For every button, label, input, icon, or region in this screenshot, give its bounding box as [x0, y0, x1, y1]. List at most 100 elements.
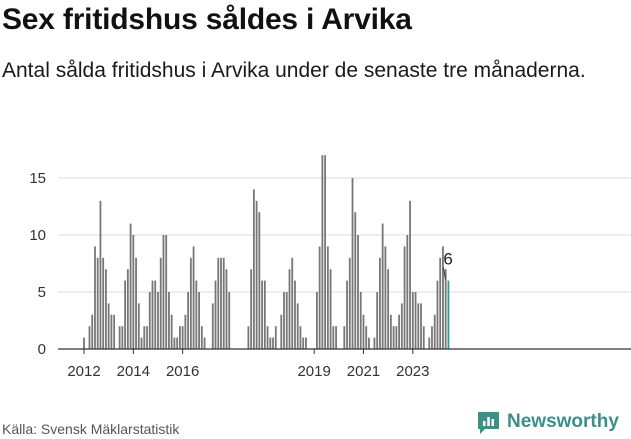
- bar: [387, 269, 390, 349]
- bar: [294, 280, 296, 349]
- bar: [214, 280, 217, 349]
- bar: [184, 314, 187, 349]
- bar: [376, 292, 379, 349]
- bar: [417, 303, 420, 349]
- bar: [135, 257, 137, 349]
- bar: [200, 326, 203, 349]
- bar: [105, 269, 107, 349]
- bar: [255, 200, 258, 349]
- bar: [318, 246, 321, 349]
- gridlines: [58, 177, 631, 293]
- bar: [329, 269, 332, 349]
- bar: [91, 314, 94, 349]
- chart-subtitle: Antal sålda fritidshus i Arvika under de…: [2, 59, 586, 82]
- bar: [83, 337, 85, 349]
- bar: [414, 292, 417, 349]
- bar: [422, 326, 425, 349]
- x-tick-label: 2021: [347, 363, 380, 380]
- y-tick-label: 15: [29, 170, 46, 187]
- bar: [343, 326, 346, 349]
- bar: [439, 257, 442, 349]
- x-tick-label: 2023: [396, 363, 429, 380]
- bar: [263, 280, 266, 349]
- bar: [187, 292, 190, 349]
- bar: [316, 292, 318, 349]
- bar: [252, 189, 255, 349]
- x-tick-label: 2012: [67, 363, 100, 380]
- bar: [94, 246, 96, 349]
- bar: [373, 337, 376, 349]
- bar: [389, 314, 392, 349]
- bar: [157, 292, 159, 349]
- bar: [121, 326, 124, 349]
- bar: [124, 280, 126, 349]
- bar: [126, 269, 129, 349]
- bar: [348, 257, 351, 349]
- bar: [269, 337, 272, 349]
- bar: [384, 246, 387, 349]
- bar: [192, 246, 195, 349]
- bar: [107, 303, 110, 349]
- brand-name: Newsworthy: [507, 411, 619, 432]
- bar: [258, 212, 261, 349]
- bar: [99, 200, 102, 349]
- bar: [442, 246, 444, 349]
- bar: [162, 235, 165, 349]
- bar: [247, 326, 250, 349]
- bar: [433, 314, 436, 349]
- bar: [291, 257, 294, 349]
- brand-logo[interactable]: Newsworthy: [476, 407, 619, 437]
- bar: [354, 212, 357, 349]
- y-tick-label: 0: [38, 341, 46, 358]
- bar: [222, 257, 225, 349]
- bar: [110, 314, 113, 349]
- bar: [225, 269, 228, 349]
- x-tick-label: 2019: [297, 363, 330, 380]
- bar: [176, 337, 179, 349]
- chart-title: Sex fritidshus såldes i Arvika: [2, 3, 412, 36]
- bar: [403, 246, 406, 349]
- bar: [351, 178, 354, 349]
- bar: [151, 280, 154, 349]
- bar: [280, 314, 283, 349]
- bars: [83, 155, 450, 349]
- bar: [165, 235, 168, 349]
- bar-value-label: 6: [443, 250, 452, 269]
- bar: [362, 314, 365, 349]
- bar: [274, 326, 277, 349]
- bar: [96, 257, 99, 349]
- bar: [170, 314, 173, 349]
- bar: [283, 292, 285, 349]
- bar: [181, 326, 184, 349]
- value-label-leader: [442, 267, 446, 280]
- bar: [365, 326, 368, 349]
- bar: [395, 326, 398, 349]
- bar: [411, 292, 414, 349]
- bar: [140, 337, 143, 349]
- bar: [118, 326, 121, 349]
- bar: [428, 337, 431, 349]
- bar: [379, 257, 381, 349]
- bar: [189, 257, 192, 349]
- bar: [409, 200, 411, 349]
- bar: [132, 235, 135, 349]
- bar: [113, 314, 116, 349]
- newsworthy-chat-bar-icon: [478, 411, 499, 434]
- x-axis: [58, 348, 631, 354]
- bar: [88, 326, 91, 349]
- bar: [288, 269, 291, 349]
- bar: [220, 257, 222, 349]
- bar-chart: 0 5 10 15 2012 2014 2016 2019 2021 2023 6: [29, 155, 631, 380]
- bar: [444, 269, 447, 349]
- bar: [296, 303, 299, 349]
- bar: [398, 314, 400, 349]
- bar: [198, 292, 200, 349]
- bar: [326, 246, 329, 349]
- bar: [173, 337, 176, 349]
- bar: [305, 337, 307, 349]
- bar: [335, 326, 337, 349]
- bar: [137, 303, 140, 349]
- bar-latest: [447, 280, 450, 349]
- bar: [406, 235, 409, 349]
- bar: [392, 326, 395, 349]
